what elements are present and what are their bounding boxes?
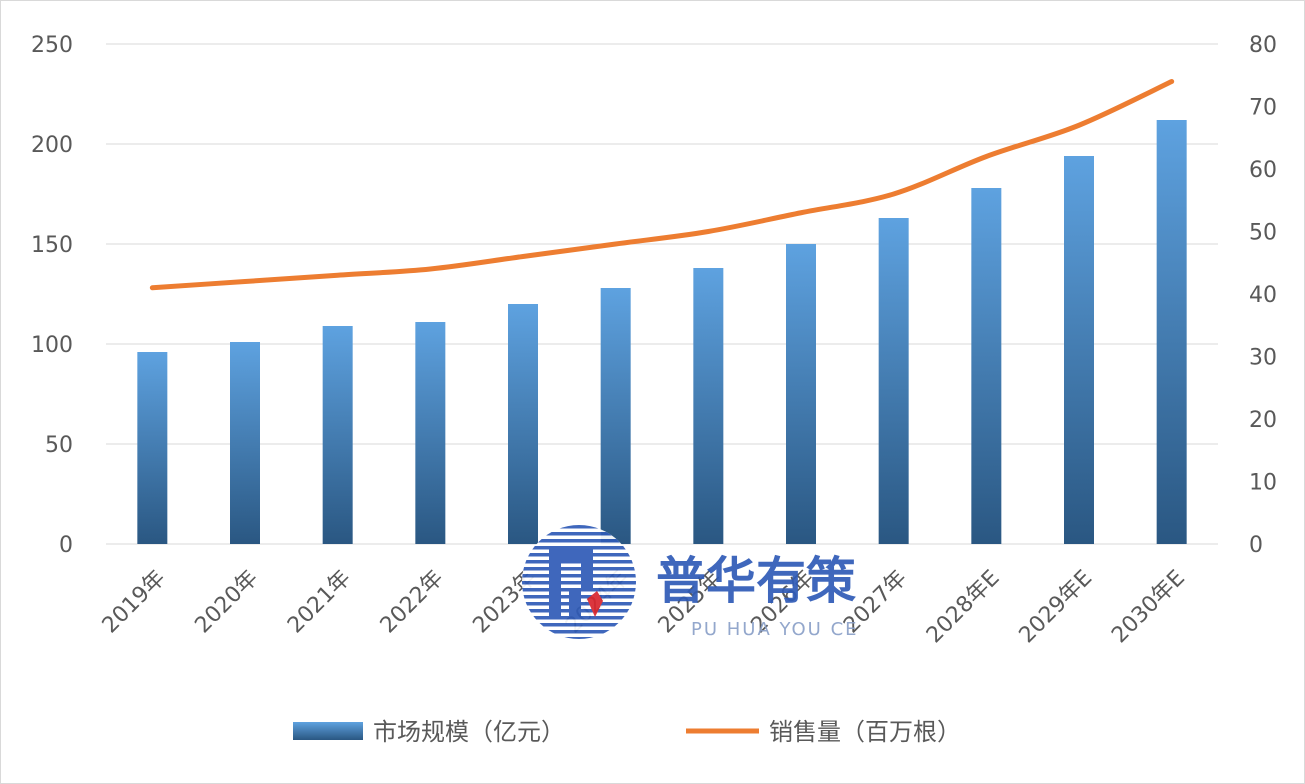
right-tick-label: 50 — [1249, 221, 1277, 246]
right-tick-label: 80 — [1249, 33, 1277, 58]
bar — [600, 288, 631, 544]
right-tick-label: 70 — [1249, 96, 1277, 121]
watermark-name-en: PU HUA YOU CE — [691, 619, 859, 640]
bar — [230, 342, 260, 544]
legend-label-sales-volume: 销售量（百万根） — [769, 718, 961, 746]
watermark-stripe — [522, 546, 636, 550]
category-label: 2028年E — [922, 566, 1005, 649]
watermark: 普华有策 PU HUA YOU CE — [522, 525, 859, 640]
bar — [322, 326, 353, 544]
category-labels: 2019年2020年2021年2022年2023年2024年2025年2026年… — [98, 566, 1190, 649]
watermark-stripe — [522, 539, 636, 543]
watermark-stripe — [522, 560, 636, 564]
bar — [1156, 120, 1187, 544]
bar — [786, 244, 816, 544]
watermark-logo-icon — [522, 525, 636, 639]
category-label: 2019年 — [98, 566, 171, 639]
category-label: 2029年E — [1015, 566, 1098, 649]
watermark-stripe — [522, 525, 636, 529]
watermark-name-cn: 普华有策 — [656, 552, 856, 610]
left-tick-label: 0 — [59, 533, 73, 558]
left-tick-label: 200 — [31, 133, 73, 158]
left-tick-label: 50 — [45, 433, 73, 458]
bar — [415, 322, 446, 544]
left-tick-label: 100 — [31, 333, 73, 358]
watermark-stripe — [522, 567, 636, 571]
watermark-stripe — [522, 630, 636, 634]
bar — [1064, 156, 1094, 544]
legend-bar-swatch — [293, 722, 363, 740]
watermark-stripe — [522, 637, 636, 639]
line-series — [149, 79, 1175, 291]
legend: 市场规模（亿元） 销售量（百万根） — [293, 718, 961, 746]
right-axis-ticks: 0 10 20 30 40 50 60 70 80 — [1249, 33, 1277, 558]
watermark-stripe — [522, 623, 636, 627]
left-axis-ticks: 0 50 100 150 200 250 — [31, 33, 73, 558]
bar — [971, 188, 1002, 544]
watermark-stripe — [522, 532, 636, 536]
sales-volume-line — [149, 79, 1175, 291]
gridlines — [106, 43, 1218, 545]
right-tick-label: 30 — [1249, 346, 1277, 371]
left-tick-label: 250 — [31, 33, 73, 58]
watermark-stripe — [522, 574, 636, 578]
right-tick-label: 40 — [1249, 283, 1277, 308]
bar — [508, 304, 538, 544]
right-tick-label: 0 — [1249, 533, 1263, 558]
left-tick-label: 150 — [31, 233, 73, 258]
right-tick-label: 60 — [1249, 158, 1277, 183]
category-label: 2021年 — [283, 566, 356, 639]
legend-label-market-size: 市场规模（亿元） — [373, 718, 565, 746]
right-tick-label: 10 — [1249, 471, 1277, 496]
watermark-stripe — [522, 581, 636, 585]
category-label: 2020年 — [190, 566, 263, 639]
bar — [137, 352, 168, 544]
bar — [693, 268, 724, 544]
bar-series — [137, 120, 1187, 544]
right-tick-label: 20 — [1249, 408, 1277, 433]
category-label: 2030年E — [1107, 566, 1190, 649]
category-label: 2022年 — [376, 566, 449, 639]
bar — [878, 218, 909, 544]
